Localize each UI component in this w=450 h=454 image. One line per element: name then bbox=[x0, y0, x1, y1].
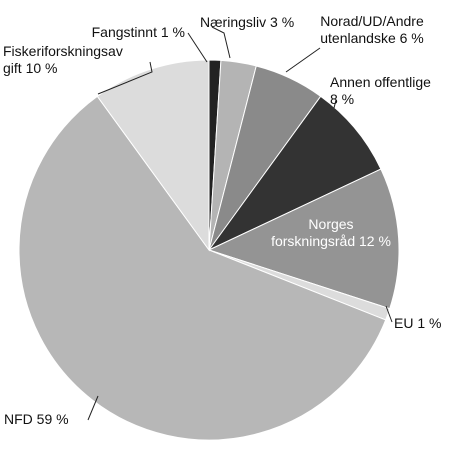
pie-label-norad-ud-andre-utenlandske-6: Norad/UD/Andre utenlandske 6 % bbox=[320, 13, 424, 46]
pie-label-line: Annen offentlige bbox=[330, 74, 431, 90]
pie-label-line: Norad/UD/Andre bbox=[320, 13, 424, 29]
pie-label-næringsliv-3: Næringsliv 3 % bbox=[200, 14, 294, 30]
pie-label-line: gift 10 % bbox=[3, 60, 57, 76]
pie-label-line: NFD 59 % bbox=[4, 411, 69, 427]
pie-label-line: Norges bbox=[308, 216, 353, 232]
pie-label-line: utenlandske 6 % bbox=[320, 30, 424, 46]
pie-label-annen-offentlige-8: Annen offentlige 8 % bbox=[330, 74, 431, 107]
pie-label-line: forskningsråd 12 % bbox=[271, 233, 391, 249]
pie-slice-nfd-59 bbox=[18, 95, 387, 441]
pie-slice-annen-offentlige-8 bbox=[208, 95, 382, 251]
leader-line-eu-1 bbox=[385, 305, 393, 323]
pie-label-line: Fiskeriforskningsav bbox=[3, 43, 123, 59]
pie-slice-norges-forskningsråd-12 bbox=[207, 168, 400, 310]
leader-line-nfd-59 bbox=[87, 395, 99, 421]
pie-label-eu-1: EU 1 % bbox=[394, 315, 441, 331]
leader-line-annen-offentlige-8 bbox=[333, 99, 337, 109]
pie-label-nfd-59: NFD 59 % bbox=[4, 411, 69, 427]
leader-line-fangstinnt-1 bbox=[187, 32, 208, 63]
pie-label-fiskeriforskningsavgift-10: Fiskeriforskningsav gift 10 % bbox=[3, 43, 123, 76]
pie-label-norges-forskningsråd-12: Norges forskningsråd 12 % bbox=[271, 216, 391, 249]
pie-label-line: Fangstinnt 1 % bbox=[92, 24, 185, 40]
pie-label-line: Næringsliv 3 % bbox=[200, 14, 294, 30]
pie-label-line: EU 1 % bbox=[394, 315, 441, 331]
pie-label-line: 8 % bbox=[330, 91, 354, 107]
pie-slice-fiskeriforskningsavgift-10 bbox=[96, 59, 210, 252]
leader-line-fiskeriforskningsavgift-10 bbox=[97, 61, 153, 95]
pie-label-fangstinnt-1: Fangstinnt 1 % bbox=[92, 24, 185, 40]
pie-leader-lines bbox=[87, 26, 393, 421]
pie-slices bbox=[18, 59, 400, 441]
pie-labels: Fangstinnt 1 % Næringsliv 3 % Norad/UD/And… bbox=[3, 13, 441, 427]
leader-line-norad-ud-andre-utenlandske-6 bbox=[285, 47, 321, 73]
leader-line-næringsliv-3 bbox=[211, 26, 231, 59]
